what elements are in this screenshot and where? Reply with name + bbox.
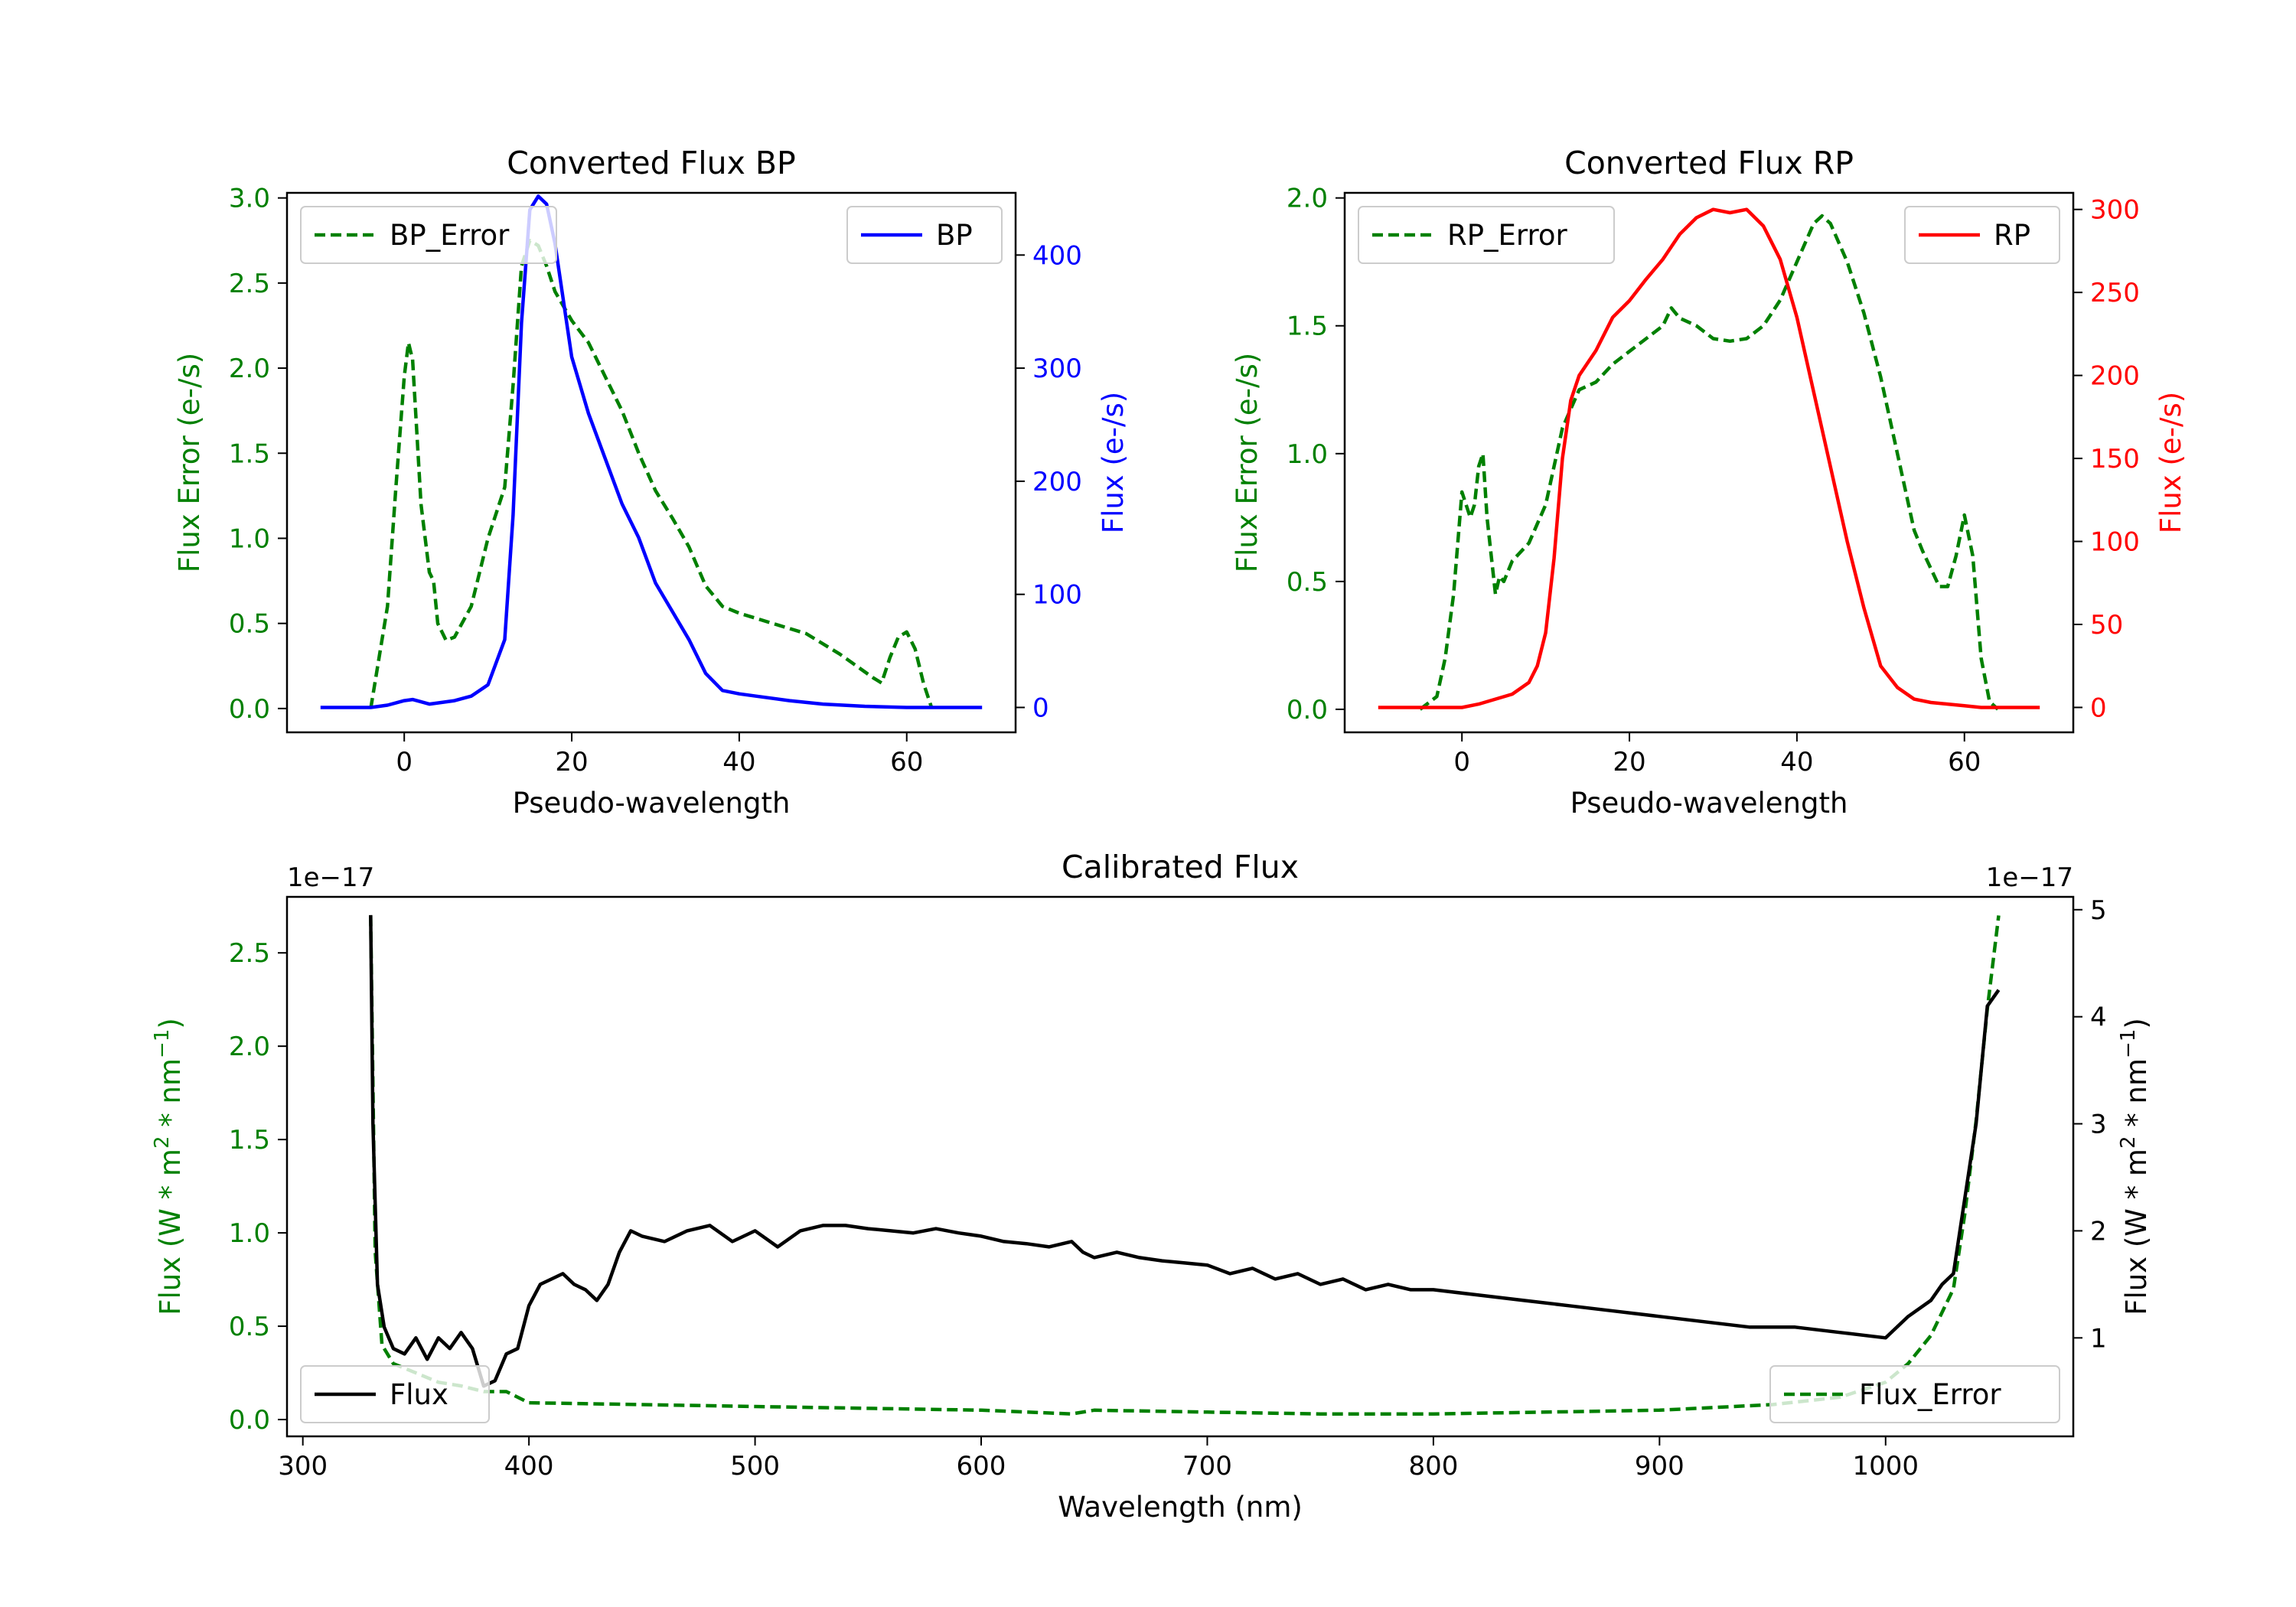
bp-legend-label: BP_Error — [390, 219, 510, 252]
cal-xtick-label: 600 — [957, 1451, 1006, 1482]
bp-xlabel: Pseudo-wavelength — [513, 787, 791, 820]
rp-right-ytick-label: 0 — [2090, 693, 2107, 723]
bp-left-ytick-label: 3.0 — [229, 184, 270, 214]
cal-left-ytick-label: 1.5 — [229, 1125, 270, 1156]
rp-right-ytick-label: 200 — [2090, 361, 2140, 392]
bp-left-ytick-label: 1.5 — [229, 438, 270, 469]
rp-right-ytick-label: 100 — [2090, 527, 2140, 558]
bp-axes-frame — [285, 191, 1017, 734]
cal-axes-frame — [285, 895, 2075, 1438]
bp-xtick-label: 20 — [555, 747, 588, 777]
cal-legend-label: Flux_Error — [1859, 1378, 2001, 1411]
rp-xtick-label: 40 — [1780, 747, 1813, 777]
cal-xtick-label: 900 — [1635, 1451, 1684, 1482]
cal-legend-flux-error: Flux_Error — [1769, 1365, 2060, 1423]
rp-right-ytick-label: 250 — [2090, 278, 2140, 308]
bp-legend-label: BP — [936, 219, 973, 252]
bp-legend-bp-error: BP_Error — [300, 206, 557, 264]
rp-left-ytick-label: 1.5 — [1287, 311, 1328, 342]
bp-xtick-label: 40 — [722, 747, 755, 777]
cal-xtick-label: 1000 — [1853, 1451, 1919, 1482]
cal-right-offset-text: 1e−17 — [1986, 862, 2073, 893]
cal-xtick-label: 400 — [504, 1451, 554, 1482]
cal-left-offset-text: 1e−17 — [287, 862, 374, 893]
bp-left-ytick-label: 0.0 — [229, 694, 270, 725]
bp-right-ylabel: Flux (e-/s) — [1097, 392, 1130, 533]
cal-xtick-label: 500 — [730, 1451, 780, 1482]
rp-title: Converted Flux RP — [1564, 145, 1854, 181]
cal-xtick-label: 800 — [1408, 1451, 1458, 1482]
rp-left-ylabel: Flux Error (e-/s) — [1231, 353, 1264, 572]
cal-series-flux — [369, 914, 2001, 1388]
rp-xtick-label: 20 — [1613, 747, 1645, 777]
rp-left-ytick-label: 0.0 — [1287, 695, 1328, 725]
cal-left-ytick-label: 2.0 — [229, 1032, 270, 1062]
rp-legend-rp-error: RP_Error — [1358, 206, 1615, 264]
bp-right-ytick-label: 200 — [1032, 467, 1082, 497]
rp-left-ytick-label: 0.5 — [1287, 567, 1328, 598]
bp-left-ylabel: Flux Error (e-/s) — [173, 353, 206, 572]
bp-series-bp-error — [369, 239, 934, 709]
cal-right-ytick-label: 1 — [2090, 1323, 2107, 1354]
rp-legend-label: RP — [1994, 219, 2030, 252]
bp-left-ytick-label: 2.0 — [229, 354, 270, 384]
cal-xlabel: Wavelength (nm) — [1058, 1491, 1303, 1524]
rp-series-rp-error — [1419, 214, 2000, 711]
cal-left-ytick-label: 1.0 — [229, 1218, 270, 1249]
rp-left-ytick-label: 1.0 — [1287, 439, 1328, 470]
rp-xtick-label: 0 — [1453, 747, 1470, 777]
cal-xtick-label: 700 — [1182, 1451, 1232, 1482]
cal-title: Calibrated Flux — [1062, 849, 1299, 885]
cal-legend-label: Flux — [390, 1378, 448, 1411]
rp-right-ytick-label: 150 — [2090, 444, 2140, 474]
bp-left-ytick-label: 2.5 — [229, 269, 270, 299]
bp-right-ytick-label: 100 — [1032, 580, 1082, 611]
cal-left-ylabel: Flux (W * m2 * nm−1) — [151, 1018, 187, 1315]
cal-right-ytick-label: 2 — [2090, 1216, 2107, 1247]
cal-right-ytick-label: 3 — [2090, 1110, 2107, 1140]
cal-left-ytick-label: 2.5 — [229, 938, 270, 969]
rp-legend-box — [1358, 206, 1615, 264]
rp-chart: 0 20 40 60 0.0 0.5 1.0 1.5 2.0 0 50 100 150 200 250 300… — [1231, 145, 2187, 820]
rp-axes-frame — [1343, 191, 2075, 734]
rp-right-ytick-label: 300 — [2090, 195, 2140, 226]
cal-left-ytick-label: 0.5 — [229, 1312, 270, 1342]
cal-right-ytick-label: 5 — [2090, 895, 2107, 926]
cal-chart: 300 400 500 600 700 800 900 1000 0.0 0.5 1.0 1.5 2.0… — [151, 849, 2153, 1524]
bp-right-ytick-label: 300 — [1032, 354, 1082, 384]
cal-right-ytick-label: 4 — [2090, 1002, 2107, 1033]
cal-xtick-label: 300 — [278, 1451, 328, 1482]
bp-xtick-label: 0 — [396, 747, 413, 777]
cal-legend-flux: Flux — [300, 1365, 490, 1423]
rp-legend-rp: RP — [1904, 206, 2060, 264]
bp-series-bp — [320, 194, 983, 709]
rp-right-ylabel: Flux (e-/s) — [2154, 392, 2187, 533]
bp-left-ytick-label: 1.0 — [229, 523, 270, 554]
rp-right-ytick-label: 50 — [2090, 610, 2123, 641]
bp-xtick-label: 60 — [890, 747, 923, 777]
cal-legend-box — [300, 1365, 490, 1423]
rp-series-rp — [1378, 207, 2040, 709]
rp-xtick-label: 60 — [1948, 747, 1981, 777]
rp-legend-label: RP_Error — [1447, 219, 1567, 252]
bp-legend-bp: BP — [846, 206, 1003, 264]
bp-left-ytick-label: 0.5 — [229, 609, 270, 640]
rp-legend-box — [1904, 206, 2060, 264]
cal-left-ytick-label: 0.0 — [229, 1405, 270, 1436]
cal-right-ylabel: Flux (W * m2 * nm−1) — [2117, 1018, 2153, 1315]
rp-left-ytick-label: 2.0 — [1287, 184, 1328, 214]
bp-right-ytick-label: 0 — [1032, 693, 1049, 723]
bp-right-ytick-label: 400 — [1032, 240, 1082, 271]
bp-title: Converted Flux BP — [507, 145, 796, 181]
rp-xlabel: Pseudo-wavelength — [1570, 787, 1848, 820]
bp-chart: 0 20 40 60 0.0 0.5 1.0 1.5 2.0 2.5 3.0 0 100 200 300 40… — [173, 145, 1130, 820]
cal-legend-box — [1769, 1365, 2060, 1423]
bp-legend-box — [300, 206, 557, 264]
bp-legend-box — [846, 206, 1003, 264]
